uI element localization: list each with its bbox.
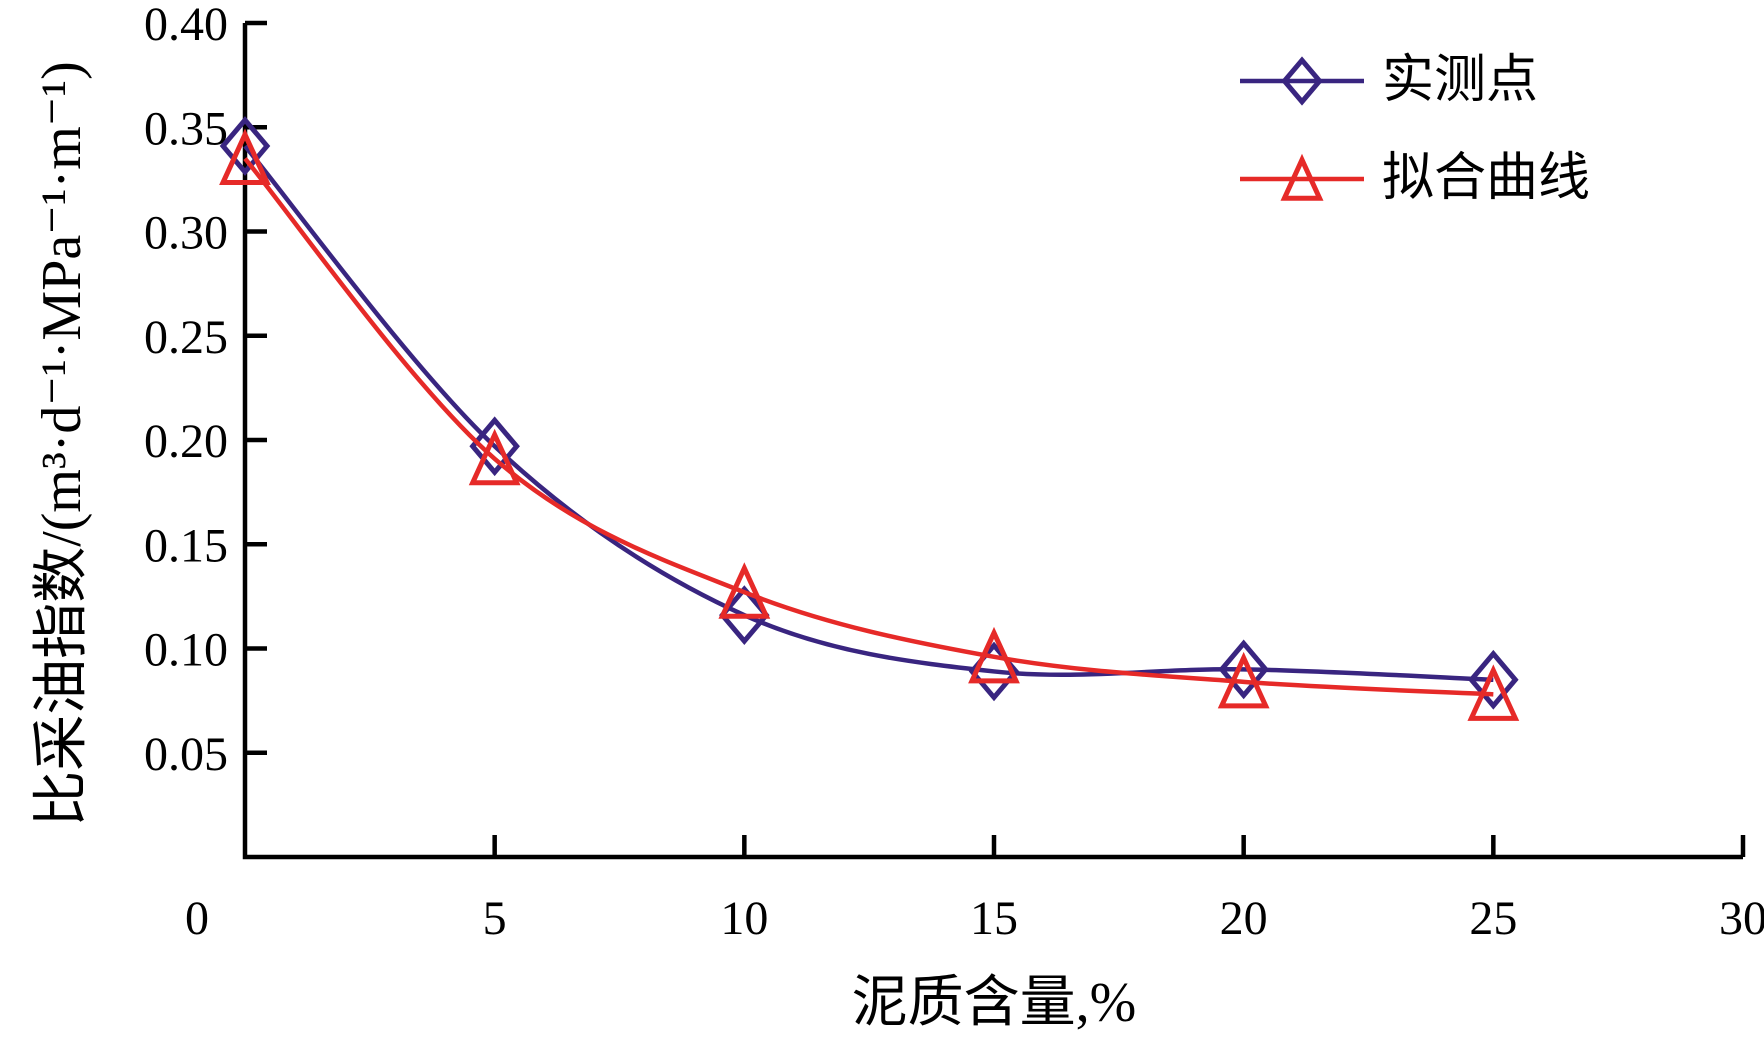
triangle-marker-icon (219, 128, 271, 186)
diamond-marker-icon (219, 116, 271, 176)
y-tick-label: 0.15 (144, 519, 228, 572)
triangle-marker-icon (1217, 651, 1270, 709)
x-axis-title: 泥质含量,% (851, 972, 1137, 1034)
diamond-marker-icon (469, 416, 520, 477)
legend: 实测点 拟合曲线 (1236, 50, 1590, 210)
y-tick-label: 0.20 (144, 415, 228, 468)
y-tick-label: 0.35 (144, 102, 228, 155)
y-tick-label: 0.40 (144, 0, 228, 51)
fitted-series-swatch-icon (1240, 153, 1364, 201)
triangle-marker-icon (468, 428, 521, 486)
x-tick-label: 30 (1719, 892, 1764, 945)
x-tick-label: 0 (185, 892, 209, 945)
y-tick-label: 0.05 (144, 728, 228, 781)
diamond-marker-icon (719, 585, 770, 646)
triangle-marker-icon (1280, 153, 1324, 201)
x-tick-label: 10 (720, 892, 768, 945)
diamond-marker-icon (1468, 649, 1519, 710)
diamond-marker-icon (1281, 56, 1323, 106)
series-1-group (219, 128, 1520, 721)
series-1-line (243, 157, 1494, 697)
x-tick-label: 15 (970, 892, 1018, 945)
triangle-marker-icon (718, 562, 771, 619)
legend-label-fitted: 拟合曲线 (1382, 150, 1591, 207)
triangle-marker-icon (1467, 664, 1520, 721)
legend-item-measured: 实测点 (1236, 50, 1590, 112)
series-0-line (243, 144, 1494, 683)
y-axis-title: 比采油指数/(m³·d⁻¹·MPa⁻¹·m⁻¹) (31, 61, 93, 827)
legend-item-fitted: 拟合曲线 (1236, 148, 1590, 210)
diamond-marker-icon (1218, 639, 1269, 700)
triangle-marker-icon (968, 626, 1020, 684)
x-tick-label: 5 (483, 892, 507, 945)
x-tick-label: 25 (1469, 892, 1517, 945)
x-tick-label: 20 (1220, 892, 1268, 945)
measured-series-swatch-icon (1240, 56, 1364, 106)
y-tick-label: 0.10 (144, 624, 228, 677)
y-tick-label: 0.30 (144, 207, 228, 260)
legend-label-measured: 实测点 (1382, 52, 1539, 109)
y-tick-label: 0.25 (144, 311, 228, 364)
